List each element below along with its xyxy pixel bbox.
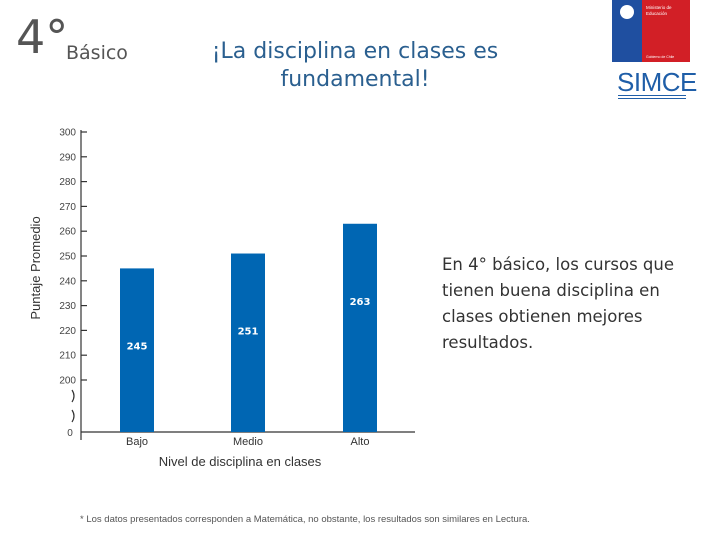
grade-label: Básico: [66, 42, 128, 64]
data-label: 263: [350, 297, 371, 308]
bars: 245 Bajo 251 Medio 263 Alto: [120, 223, 377, 448]
simce-tagline-icon: [618, 95, 686, 99]
ministry-logo: Ministerio de Educación Gobierno de Chil…: [612, 0, 690, 62]
government-label: Gobierno de Chile: [646, 55, 674, 59]
y-tick-label: 280: [59, 177, 76, 188]
y-tick-label: 220: [59, 326, 76, 337]
grade-number: 4°: [16, 10, 69, 64]
simce-logo: SIMCE: [617, 67, 697, 97]
bar-bajo: [120, 268, 154, 432]
y-tick-label: 290: [59, 152, 76, 163]
description-text: En 4° básico, los cursos que tienen buen…: [442, 255, 674, 352]
data-label: 251: [238, 327, 259, 338]
coat-of-arms-icon: [620, 5, 634, 19]
x-tick-label: Medio: [233, 436, 263, 448]
footnote: * Los datos presentados corresponden a M…: [80, 514, 530, 525]
bar-medio: [231, 253, 265, 432]
y-axis-label: Puntaje Promedio: [28, 216, 43, 319]
x-tick-label: Alto: [351, 436, 370, 448]
y-tick-label: 230: [59, 301, 76, 312]
y-tick-base: 0: [67, 428, 73, 439]
y-tick-label: 260: [59, 227, 76, 238]
y-tick-label: 250: [59, 252, 76, 263]
x-axis-label: Nivel de disciplina en clases: [159, 454, 322, 469]
title-line-2: fundamental!: [280, 67, 430, 92]
title-line-1: ¡La disciplina en clases es: [211, 39, 499, 64]
y-tick-label: 240: [59, 276, 76, 287]
data-label: 245: [127, 341, 148, 352]
bar-alto: [343, 223, 377, 432]
grade-badge: 4° Básico: [16, 10, 128, 74]
y-tick-label: 270: [59, 202, 76, 213]
axis-break-icon: [71, 409, 75, 423]
page-title: ¡La disciplina en clases es fundamental!: [150, 38, 560, 94]
ministry-line-1: Ministerio de: [646, 5, 672, 10]
y-tick-label: 300: [59, 128, 76, 139]
bar-chart: 300 290 280 270 260 250 240 230 220 210 200 0 245 B…: [28, 128, 415, 469]
x-tick-label: Bajo: [126, 436, 148, 448]
y-tick-label: 200: [59, 376, 76, 387]
axis-break-icon: [71, 389, 75, 403]
y-axis-ticks: 300 290 280 270 260 250 240 230 220 210 200: [59, 128, 87, 387]
y-tick-label: 210: [59, 351, 76, 362]
ministry-line-2: Educación: [646, 11, 668, 16]
